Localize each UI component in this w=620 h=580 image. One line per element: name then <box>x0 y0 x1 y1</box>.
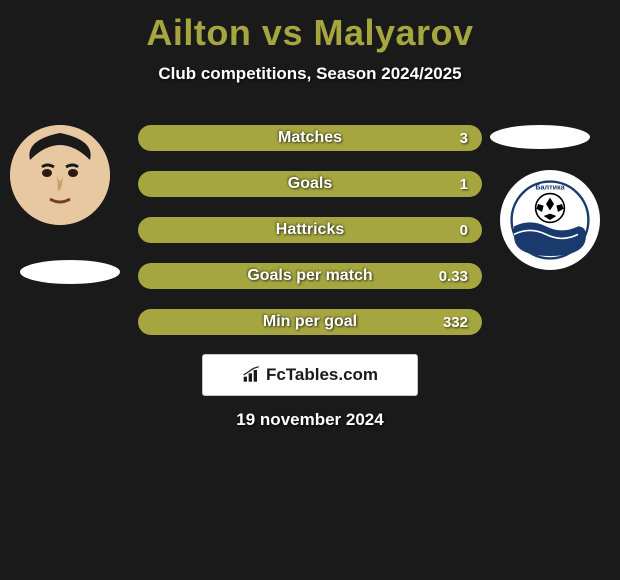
stat-right-value: 332 <box>443 314 468 331</box>
bar-chart-icon <box>242 366 262 384</box>
club-badge-player2 <box>490 125 590 149</box>
stat-label: Goals <box>288 175 332 193</box>
crest-text: Балтика <box>535 183 565 192</box>
date-text: 19 november 2024 <box>236 410 383 430</box>
title-player1: Ailton <box>146 12 251 53</box>
stat-right-value: 3 <box>460 130 468 147</box>
stat-right-value: 0 <box>460 222 468 239</box>
brand-text: FcTables.com <box>266 365 378 385</box>
subtitle: Club competitions, Season 2024/2025 <box>0 64 620 84</box>
stats-bars: Matches 3 Goals 1 Hattricks 0 Goals per … <box>138 125 482 355</box>
stat-row-min-per-goal: Min per goal 332 <box>138 309 482 335</box>
stat-row-goals: Goals 1 <box>138 171 482 197</box>
title-player2: Malyarov <box>313 12 473 53</box>
stat-label: Min per goal <box>263 313 357 331</box>
stat-row-hattricks: Hattricks 0 <box>138 217 482 243</box>
stat-row-goals-per-match: Goals per match 0.33 <box>138 263 482 289</box>
stat-right-value: 0.33 <box>439 268 468 285</box>
stat-right-value: 1 <box>460 176 468 193</box>
stat-label: Matches <box>278 129 342 147</box>
baltika-crest-icon: Балтика <box>510 180 590 260</box>
avatar-player1 <box>10 125 110 225</box>
stat-label: Hattricks <box>276 221 344 239</box>
brand-badge[interactable]: FcTables.com <box>202 354 418 396</box>
player1-face-icon <box>10 125 110 225</box>
club-badge-player1 <box>20 260 120 284</box>
stat-row-matches: Matches 3 <box>138 125 482 151</box>
avatar-player2-crest: Балтика <box>500 170 600 270</box>
page-title: Ailton vs Malyarov <box>0 0 620 54</box>
title-vs: vs <box>262 12 303 53</box>
stat-label: Goals per match <box>247 267 372 285</box>
